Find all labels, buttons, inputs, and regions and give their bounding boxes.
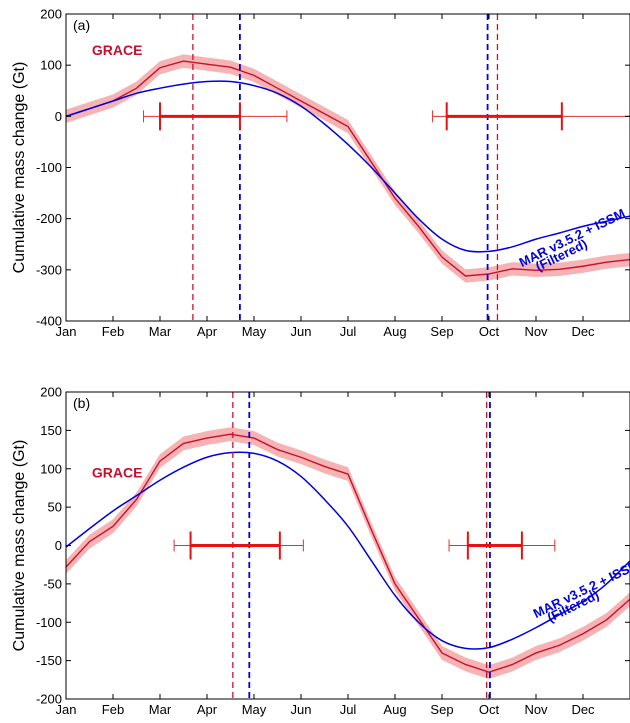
x-tick-label: Apr (197, 324, 218, 339)
mar-series-line (66, 451, 630, 650)
y-tick-label: 200 (40, 7, 62, 22)
x-tick-label: Mar (149, 702, 172, 717)
y-axis-label: Cumulative mass change (Gt) (11, 440, 28, 652)
y-tick-label: -200 (36, 211, 62, 226)
x-tick-label: Jun (291, 324, 312, 339)
y-tick-label: -150 (36, 653, 62, 668)
y-tick-label: 200 (40, 385, 62, 400)
mar-series-line (66, 80, 630, 253)
x-tick-label: Oct (479, 324, 500, 339)
panel-label: (a) (73, 17, 90, 33)
y-axis-label: Cumulative mass change (Gt) (11, 62, 28, 274)
x-tick-label: Jan (56, 324, 77, 339)
plot-area (66, 14, 630, 321)
x-tick-label: Feb (102, 324, 124, 339)
panel-label: (b) (73, 395, 90, 411)
x-tick-label: Mar (149, 324, 172, 339)
x-tick-label: Dec (571, 324, 595, 339)
grace-uncertainty-band (66, 427, 630, 680)
x-tick-label: Jul (340, 702, 357, 717)
plot-area (66, 392, 630, 699)
grace-series-line (66, 60, 630, 277)
x-tick-label: Nov (524, 324, 548, 339)
grace-series-label: GRACE (92, 465, 143, 481)
x-tick-label: May (242, 702, 267, 717)
x-tick-label: Aug (383, 324, 406, 339)
y-tick-label: -100 (36, 615, 62, 630)
x-tick-label: May (242, 324, 267, 339)
y-tick-label: -200 (36, 692, 62, 707)
grace-series-line (66, 433, 630, 673)
x-tick-label: Jul (340, 324, 357, 339)
x-tick-label: Nov (524, 702, 548, 717)
x-tick-label: Aug (383, 702, 406, 717)
x-tick-label: Sep (430, 324, 453, 339)
y-tick-label: -100 (36, 160, 62, 175)
x-tick-label: Oct (479, 702, 500, 717)
y-tick-label: -50 (43, 576, 62, 591)
y-tick-label: 100 (40, 58, 62, 73)
grace-series-label: GRACE (92, 42, 143, 58)
y-tick-label: -300 (36, 262, 62, 277)
x-tick-label: Apr (197, 702, 218, 717)
y-tick-label: 0 (55, 538, 62, 553)
x-tick-label: Jan (56, 702, 77, 717)
x-tick-label: Jun (291, 702, 312, 717)
y-tick-label: 0 (55, 109, 62, 124)
y-tick-label: 150 (40, 423, 62, 438)
x-tick-label: Feb (102, 702, 124, 717)
y-tick-label: 100 (40, 461, 62, 476)
y-tick-label: 50 (48, 500, 62, 515)
y-tick-label: -400 (36, 314, 62, 329)
x-tick-label: Dec (571, 702, 595, 717)
x-tick-label: Sep (430, 702, 453, 717)
